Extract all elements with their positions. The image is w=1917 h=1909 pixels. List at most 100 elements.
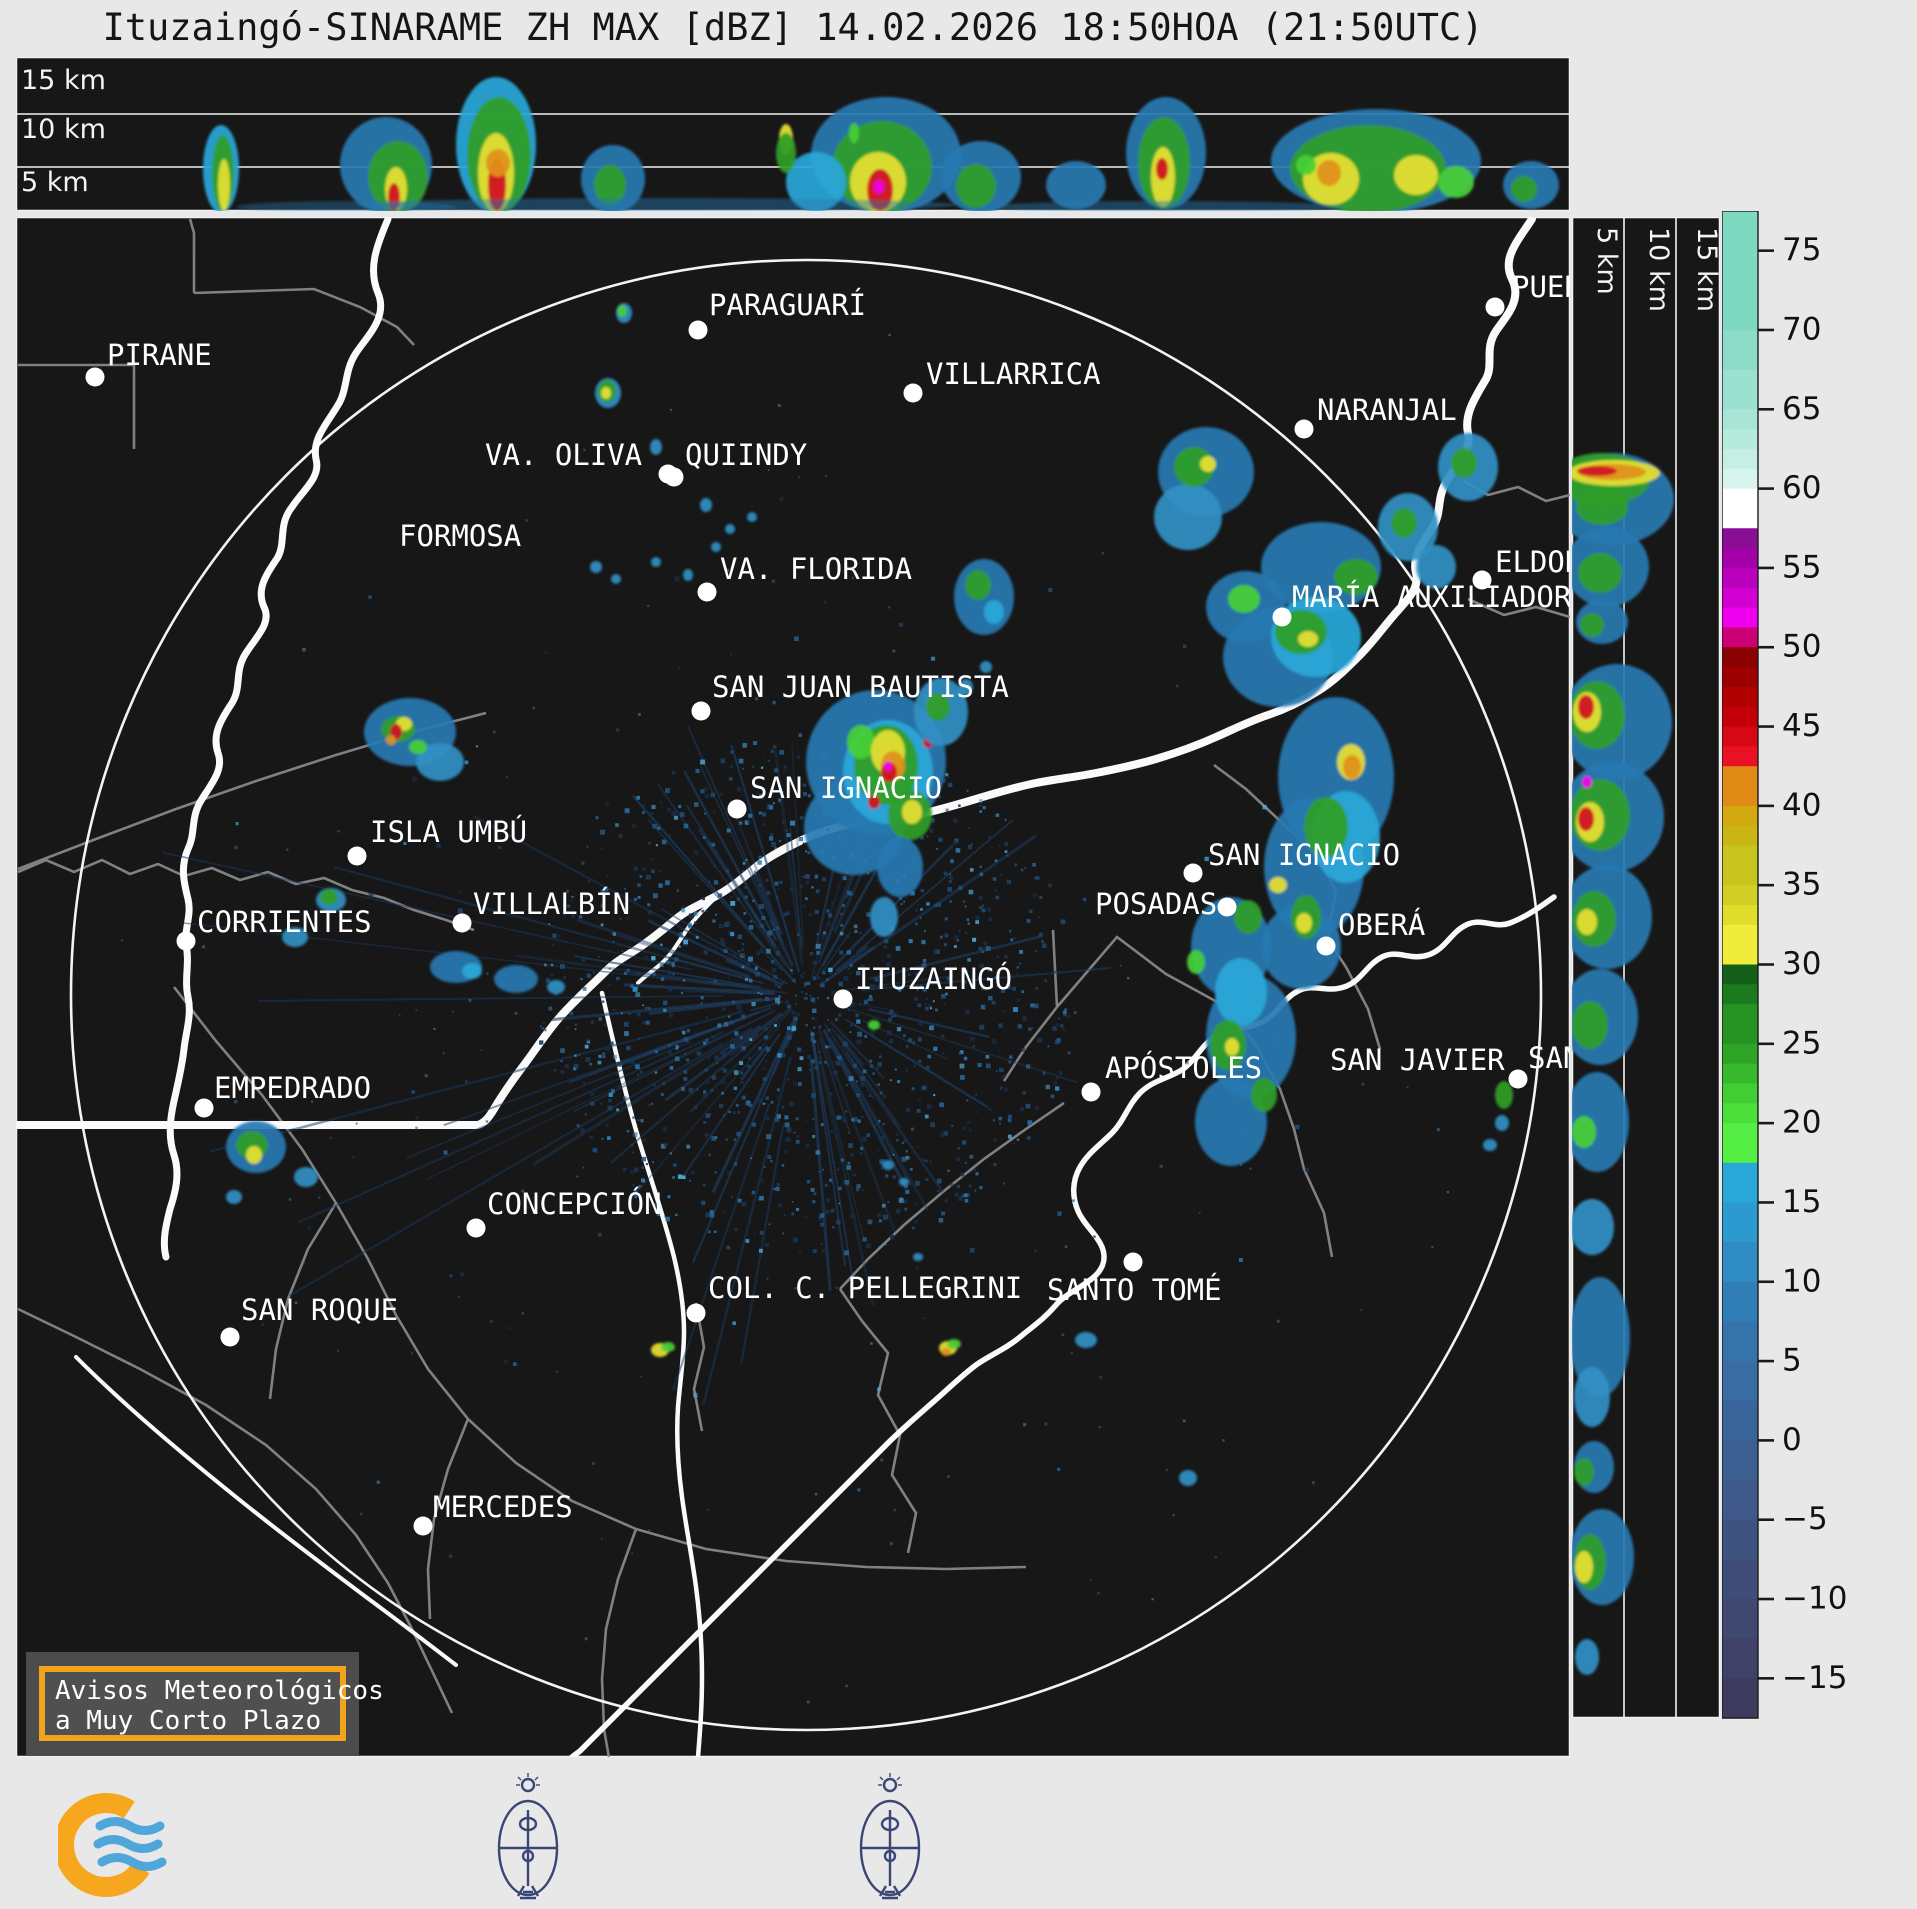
clutter-speck [1006, 854, 1009, 857]
colorbar-segment [1722, 825, 1758, 847]
clutter-speck [737, 934, 743, 940]
clutter-streak [576, 918, 751, 979]
clutter-speck [1006, 879, 1012, 885]
clutter-speck [985, 945, 991, 951]
clutter-speck [974, 1189, 977, 1192]
clutter-speck [1026, 1136, 1031, 1140]
clutter-speck [668, 957, 672, 960]
smn-logo-icon [58, 1793, 167, 1897]
clutter-speck [739, 1061, 744, 1065]
clutter-speck [930, 818, 935, 823]
clutter-speck [717, 1023, 722, 1028]
clutter-speck [961, 1140, 967, 1145]
field-speck [663, 1215, 666, 1218]
city-dot [347, 846, 367, 866]
colorbar-segment [1722, 548, 1758, 569]
clutter-speck [1238, 1258, 1243, 1263]
clutter-speck [645, 874, 651, 880]
clutter-speck [631, 1151, 634, 1154]
clutter-speck [756, 567, 759, 570]
clutter-speck [926, 902, 930, 906]
city-dot [833, 989, 853, 1009]
clutter-speck [1004, 850, 1008, 853]
clutter-speck [585, 1057, 591, 1062]
clutter-speck [656, 1213, 660, 1217]
clutter-speck [559, 963, 565, 969]
clutter-speck [795, 1117, 799, 1121]
radar-echo [847, 725, 875, 759]
clutter-speck [876, 1123, 879, 1125]
clutter-speck [892, 1153, 895, 1156]
clutter-speck [944, 933, 949, 938]
field-speck [286, 848, 289, 851]
colorbar-segment [1722, 964, 1758, 985]
clutter-speck [762, 1067, 765, 1070]
clutter-speck [838, 981, 844, 987]
clutter-speck [741, 1095, 746, 1100]
clutter-speck [889, 1038, 894, 1044]
city-label: VA. OLIVA [485, 438, 642, 472]
clutter-speck [638, 1037, 641, 1040]
clutter-speck [790, 820, 795, 826]
clutter-speck [751, 765, 755, 768]
clutter-speck [757, 860, 762, 865]
clutter-speck [759, 923, 765, 929]
field-speck [576, 1175, 579, 1178]
radar-echo [1575, 1639, 1599, 1675]
clutter-speck [662, 1081, 666, 1086]
clutter-speck [968, 1184, 972, 1188]
clutter-speck [679, 812, 685, 817]
clutter-speck [812, 1002, 816, 1005]
clutter-speck [1055, 1076, 1059, 1080]
radar-echo [1215, 958, 1267, 1026]
clutter-speck [840, 912, 843, 916]
clutter-speck [709, 860, 712, 863]
clutter-speck [915, 972, 920, 977]
clutter-speck [542, 1021, 546, 1025]
field-speck [532, 706, 536, 710]
clutter-speck [999, 1122, 1002, 1125]
clutter-speck [779, 750, 785, 755]
clutter-speck [612, 932, 616, 936]
clutter-speck [835, 1134, 838, 1138]
colorbar-segment [1722, 1678, 1758, 1719]
clutter-speck [672, 973, 675, 976]
clutter-speck [765, 1116, 770, 1121]
field-speck [851, 577, 854, 580]
clutter-speck [839, 931, 844, 936]
colorbar-segment [1722, 984, 1758, 1005]
clutter-speck [850, 892, 854, 896]
clutter-speck [852, 1173, 857, 1177]
clutter-speck [832, 1226, 835, 1229]
clutter-speck [703, 1090, 707, 1094]
clutter-speck [1016, 1138, 1020, 1141]
clutter-speck [992, 877, 997, 881]
colorbar-segment [1722, 211, 1758, 331]
clutter-speck [862, 1069, 867, 1074]
clutter-speck [877, 1062, 882, 1067]
field-speck [1090, 1579, 1092, 1582]
field-speck [556, 1370, 558, 1373]
clutter-speck [754, 1233, 756, 1236]
radar-echo [776, 133, 796, 173]
city-label: SAN ROQUE [241, 1293, 398, 1327]
clutter-speck [908, 939, 913, 944]
clutter-speck [640, 1178, 646, 1183]
clutter-speck [797, 1082, 802, 1086]
clutter-speck [981, 908, 986, 913]
clutter-speck [650, 1102, 653, 1105]
field-speck [855, 1013, 859, 1018]
clutter-speck [879, 1091, 883, 1095]
colorbar-segment [1722, 528, 1758, 549]
clutter-speck [1016, 972, 1019, 975]
clutter-speck [1021, 990, 1025, 994]
clutter-speck [683, 1077, 688, 1081]
field-speck [794, 1287, 797, 1290]
clutter-streak [823, 1022, 875, 1100]
clutter-speck [1305, 1167, 1310, 1172]
clutter-spoke [297, 1031, 724, 1224]
clutter-speck [892, 1175, 896, 1179]
colorbar-segment [1722, 1162, 1758, 1204]
clutter-speck [1038, 932, 1043, 937]
clutter-speck [683, 1070, 688, 1074]
